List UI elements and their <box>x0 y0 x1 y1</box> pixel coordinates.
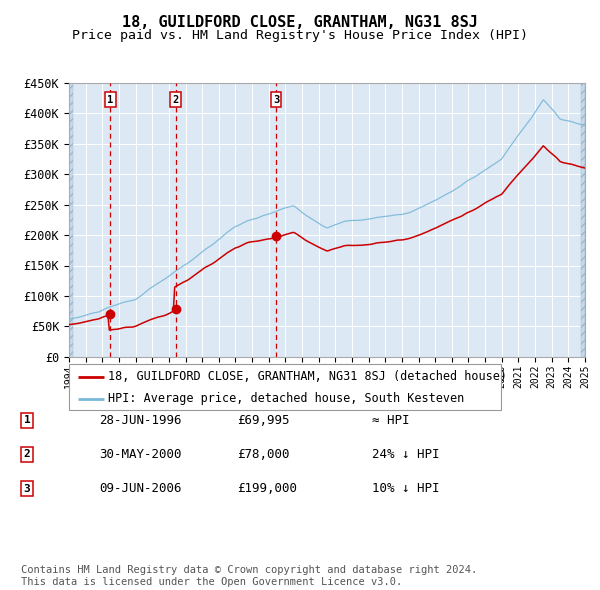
Text: 2: 2 <box>23 450 31 459</box>
Text: £199,000: £199,000 <box>237 482 297 495</box>
Text: 1: 1 <box>23 415 31 425</box>
Text: 24% ↓ HPI: 24% ↓ HPI <box>372 448 439 461</box>
Text: Price paid vs. HM Land Registry's House Price Index (HPI): Price paid vs. HM Land Registry's House … <box>72 30 528 42</box>
Text: 30-MAY-2000: 30-MAY-2000 <box>99 448 182 461</box>
Text: ≈ HPI: ≈ HPI <box>372 414 409 427</box>
Text: 18, GUILDFORD CLOSE, GRANTHAM, NG31 8SJ (detached house): 18, GUILDFORD CLOSE, GRANTHAM, NG31 8SJ … <box>108 371 507 384</box>
Text: 18, GUILDFORD CLOSE, GRANTHAM, NG31 8SJ: 18, GUILDFORD CLOSE, GRANTHAM, NG31 8SJ <box>122 15 478 30</box>
Bar <box>581 83 585 357</box>
Text: £69,995: £69,995 <box>237 414 290 427</box>
Text: 3: 3 <box>273 94 279 104</box>
Text: 09-JUN-2006: 09-JUN-2006 <box>99 482 182 495</box>
FancyBboxPatch shape <box>69 364 501 410</box>
Text: £78,000: £78,000 <box>237 448 290 461</box>
Text: 28-JUN-1996: 28-JUN-1996 <box>99 414 182 427</box>
Text: 1: 1 <box>107 94 113 104</box>
Text: 10% ↓ HPI: 10% ↓ HPI <box>372 482 439 495</box>
Text: Contains HM Land Registry data © Crown copyright and database right 2024.
This d: Contains HM Land Registry data © Crown c… <box>21 565 477 587</box>
Bar <box>69 83 73 357</box>
Text: HPI: Average price, detached house, South Kesteven: HPI: Average price, detached house, Sout… <box>108 392 464 405</box>
Text: 2: 2 <box>173 94 179 104</box>
Text: 3: 3 <box>23 484 31 493</box>
